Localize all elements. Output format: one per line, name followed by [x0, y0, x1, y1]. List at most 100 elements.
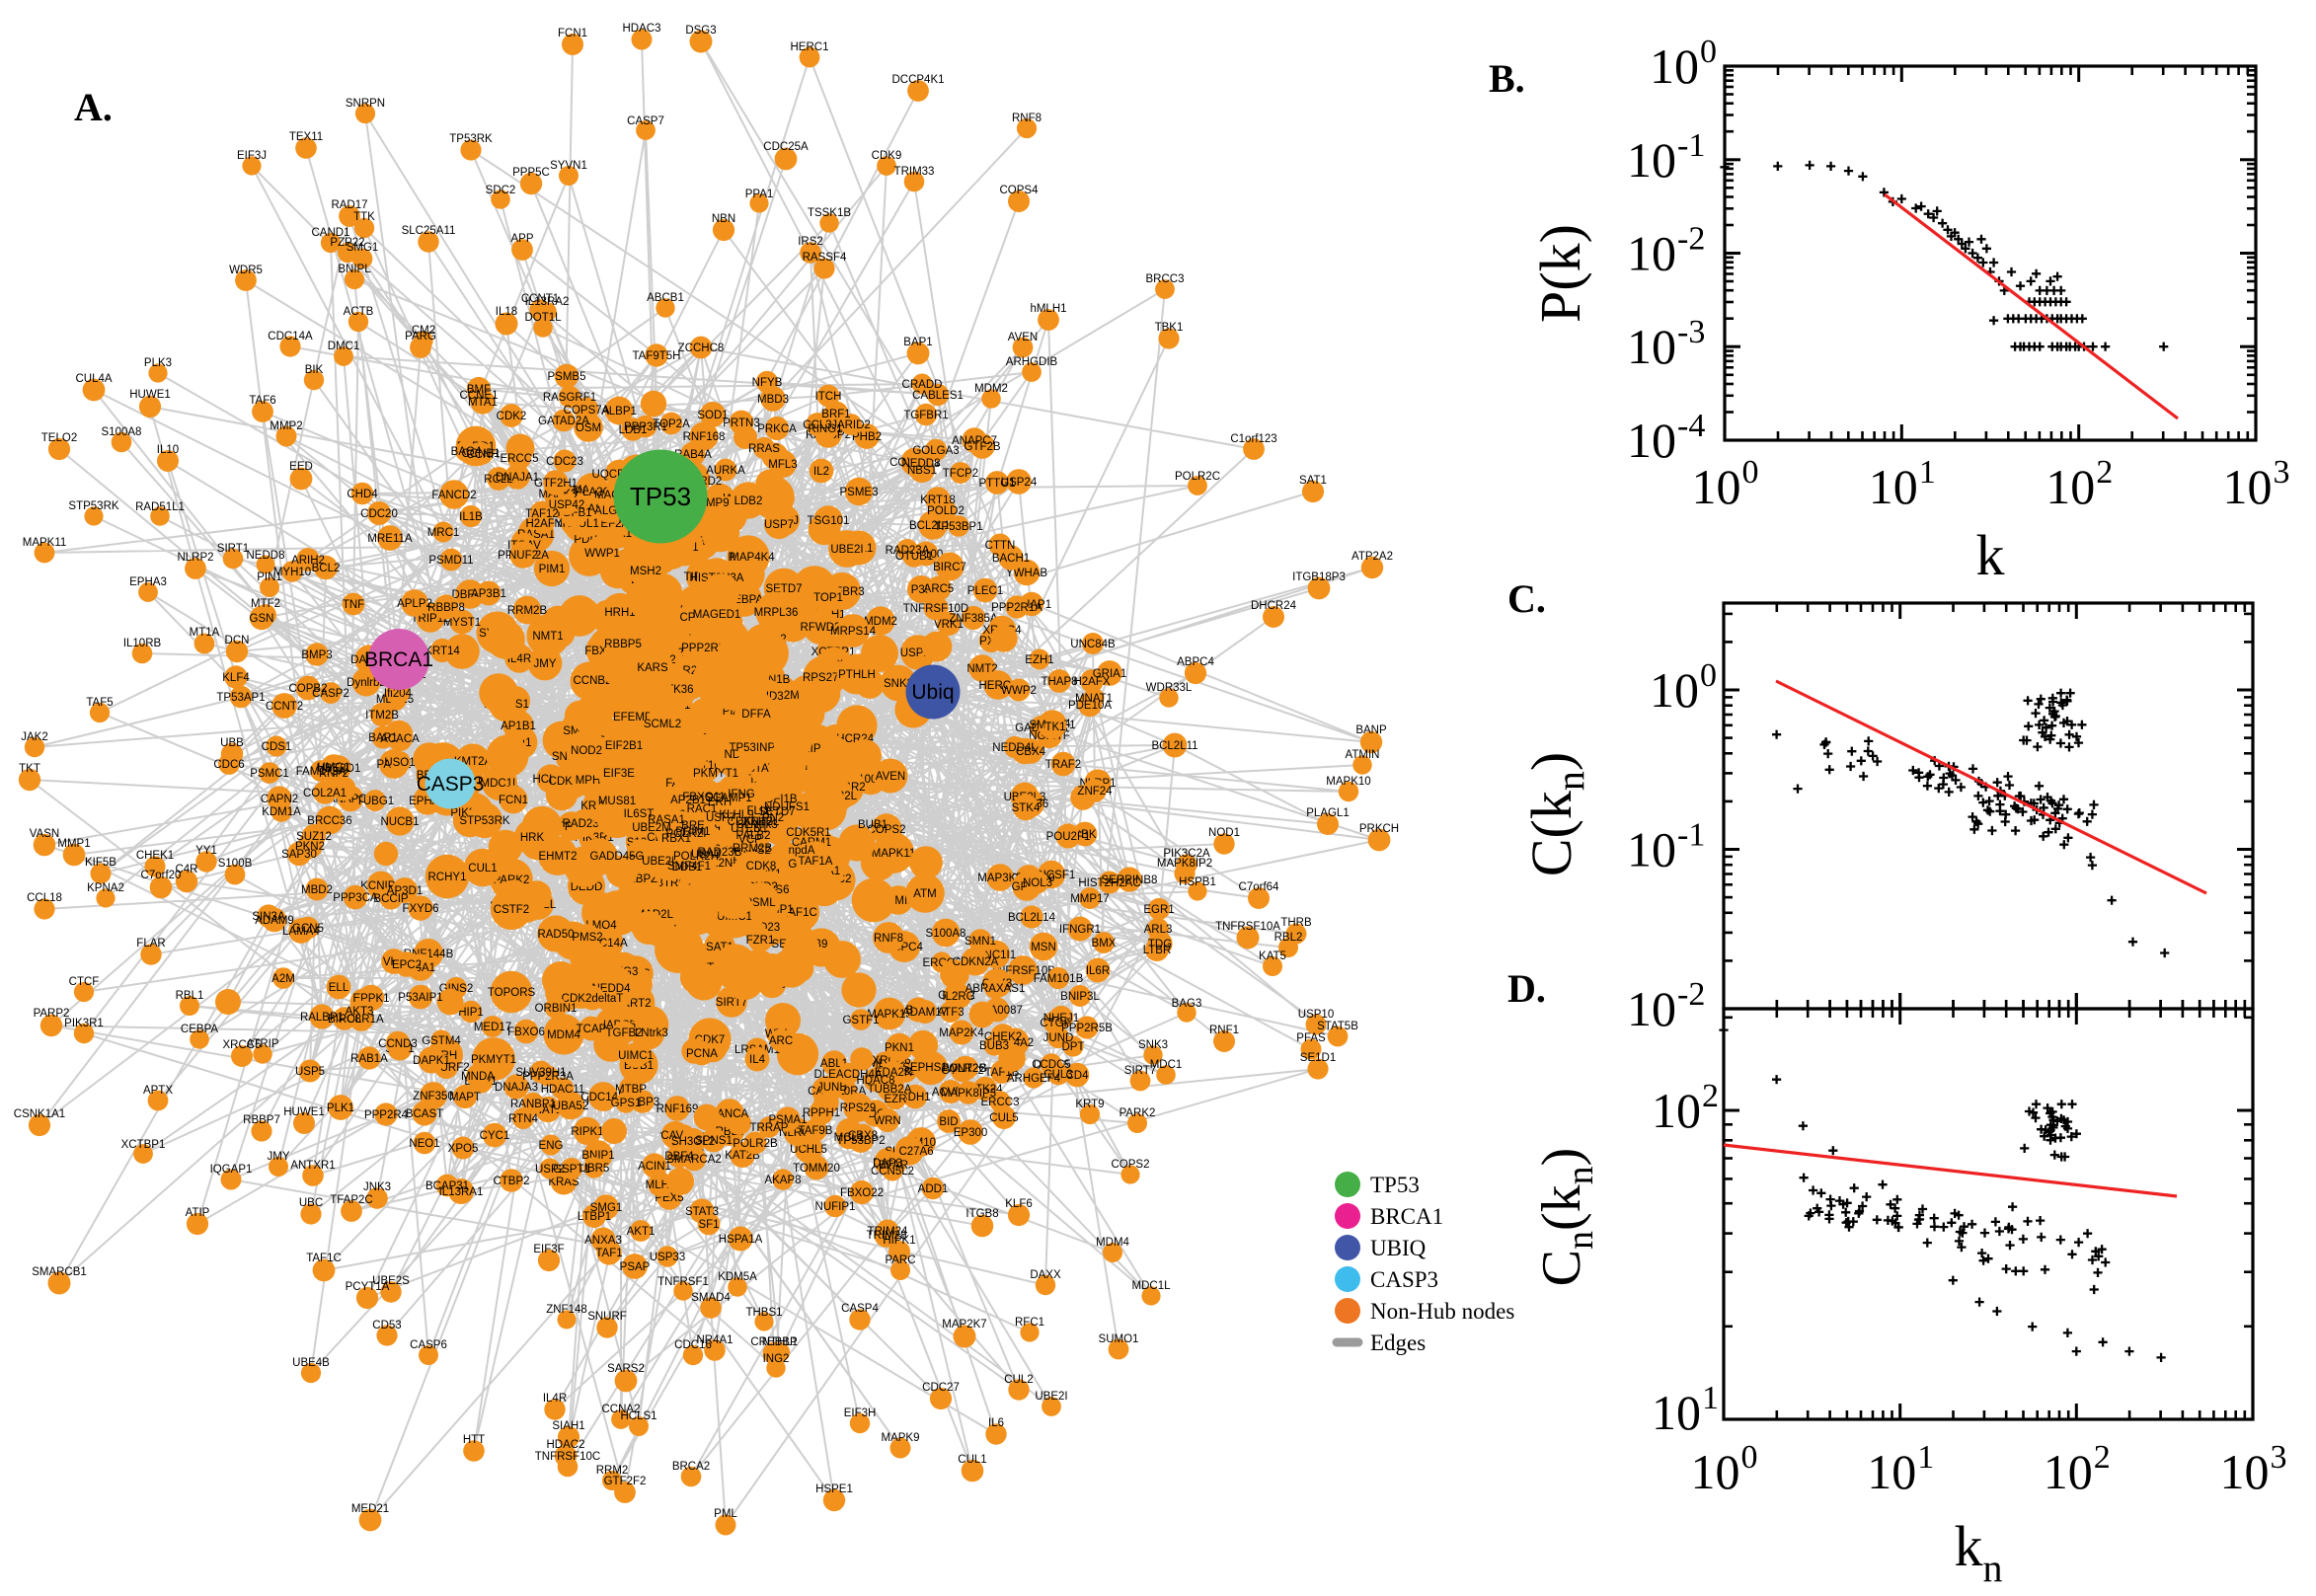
svg-text:PML: PML [714, 1508, 737, 1520]
svg-text:PN2: PN2 [762, 812, 784, 824]
svg-text:ITCH: ITCH [815, 391, 842, 403]
svg-text:PPA1: PPA1 [745, 189, 774, 200]
svg-text:GTF2H1: GTF2H1 [534, 478, 578, 490]
svg-text:UBA3: UBA3 [691, 849, 721, 861]
svg-text:1: 1 [1919, 454, 1936, 491]
svg-text:SIRT7: SIRT7 [1124, 1065, 1156, 1077]
svg-text:CASP7: CASP7 [627, 115, 664, 127]
svg-text:NOD1: NOD1 [1208, 827, 1240, 839]
svg-text:FBXO6: FBXO6 [507, 1026, 545, 1038]
svg-text:TTK: TTK [353, 211, 375, 223]
svg-text:SF1: SF1 [698, 1219, 719, 1231]
svg-text:PSMB5: PSMB5 [548, 371, 586, 383]
svg-text:-2: -2 [1677, 221, 1705, 258]
svg-text:HSPE1: HSPE1 [815, 1483, 853, 1495]
svg-text:RIPK1: RIPK1 [571, 1126, 603, 1138]
svg-text:NEO1: NEO1 [409, 1138, 439, 1150]
svg-text:SLNtrk3: SLNtrk3 [627, 1027, 668, 1039]
svg-text:BNIPL: BNIPL [338, 264, 371, 275]
svg-text:0: 0 [1700, 657, 1717, 694]
svg-text:NEDD8: NEDD8 [902, 458, 941, 470]
svg-text:TNFRSF10A: TNFRSF10A [1215, 921, 1280, 933]
svg-text:A2M: A2M [271, 973, 295, 985]
svg-text:PLEC1: PLEC1 [967, 585, 1003, 597]
svg-text:TP53RK: TP53RK [449, 133, 493, 145]
svg-text:TUBG1: TUBG1 [356, 796, 394, 807]
svg-text:PPP2R5B: PPP2R5B [1061, 1023, 1113, 1034]
svg-text:BFAR: BFAR [879, 1160, 908, 1172]
svg-text:D.: D. [1507, 966, 1546, 1011]
svg-text:TP53: TP53 [630, 482, 691, 511]
svg-text:UCHL5: UCHL5 [790, 1144, 827, 1156]
svg-text:EIF3E: EIF3E [603, 768, 635, 780]
svg-text:PIM1: PIM1 [539, 564, 566, 575]
svg-text:MSN: MSN [1031, 942, 1056, 953]
svg-text:KARS: KARS [637, 662, 668, 674]
svg-text:MAP3K5: MAP3K5 [977, 873, 1022, 884]
svg-text:MAP4K4: MAP4K4 [730, 552, 775, 564]
svg-text:-2: -2 [1677, 976, 1705, 1013]
svg-text:CEBPA: CEBPA [181, 1024, 218, 1035]
svg-text:k: k [1976, 523, 2005, 587]
svg-text:npdA: npdA [789, 845, 815, 857]
svg-text:CUL1: CUL1 [958, 1454, 986, 1466]
svg-text:UBB: UBB [220, 737, 244, 749]
svg-text:BCAP31: BCAP31 [425, 1180, 469, 1192]
svg-text:SIRT7: SIRT7 [716, 997, 747, 1009]
svg-text:TCAP: TCAP [577, 1024, 607, 1035]
svg-text:FZR1: FZR1 [746, 935, 775, 947]
svg-text:BRCA1: BRCA1 [364, 648, 433, 671]
svg-text:MRE11A: MRE11A [367, 533, 412, 545]
svg-text:MMP17: MMP17 [1070, 893, 1110, 905]
svg-text:EPC2: EPC2 [392, 959, 422, 971]
svg-text:CHD4: CHD4 [347, 489, 378, 500]
svg-text:USP5: USP5 [295, 1066, 325, 1078]
svg-text:CTTN: CTTN [985, 540, 1016, 552]
svg-text:C1orf123: C1orf123 [1230, 433, 1276, 445]
svg-text:IL6: IL6 [988, 1417, 1004, 1429]
svg-text:FLAR: FLAR [136, 938, 165, 950]
svg-text:KIF5B: KIF5B [85, 857, 116, 869]
svg-text:JAK2: JAK2 [21, 731, 48, 743]
svg-text:CDS1: CDS1 [262, 741, 292, 753]
svg-text:10: 10 [1691, 1444, 1740, 1499]
svg-text:SARS2: SARS2 [607, 1363, 645, 1375]
svg-text:EZH1: EZH1 [1025, 654, 1053, 666]
svg-text:ARHGDIB: ARHGDIB [1006, 356, 1058, 368]
svg-text:NOD2: NOD2 [571, 745, 602, 757]
svg-text:TGFBR1: TGFBR1 [903, 410, 948, 421]
svg-text:BAG3: BAG3 [1172, 998, 1202, 1010]
svg-text:EIF2B1: EIF2B1 [605, 740, 643, 752]
svg-text:10: 10 [1627, 132, 1676, 188]
svg-text:RBBP7: RBBP7 [243, 1114, 280, 1126]
svg-text:BCL2L10: BCL2L10 [909, 520, 957, 532]
svg-text:SNURF: SNURF [587, 1311, 627, 1323]
svg-text:KLF4: KLF4 [222, 672, 250, 684]
svg-text:SMAD4: SMAD4 [691, 1292, 731, 1304]
svg-text:LTBR: LTBR [1143, 945, 1172, 956]
svg-text:ATMIN: ATMIN [1346, 749, 1380, 761]
svg-text:UBE2D1: UBE2D1 [317, 763, 361, 775]
svg-text:KAT5: KAT5 [1259, 950, 1286, 962]
svg-text:CDK8: CDK8 [746, 861, 777, 873]
svg-text:FANCA: FANCA [711, 1108, 749, 1120]
svg-text:THAP8: THAP8 [1041, 676, 1077, 688]
svg-text:ING2: ING2 [763, 1353, 790, 1365]
svg-text:THBS1: THBS1 [745, 1307, 782, 1319]
svg-text:EPHA3: EPHA3 [129, 576, 167, 588]
svg-text:10: 10 [1652, 1083, 1701, 1138]
svg-text:EIF3J: EIF3J [237, 150, 267, 162]
svg-text:PTHLH: PTHLH [838, 669, 876, 681]
svg-text:PLK3: PLK3 [144, 357, 172, 369]
svg-text:PIK3C2A: PIK3C2A [1163, 848, 1210, 860]
svg-text:RNF8: RNF8 [1012, 113, 1042, 124]
svg-text:RAD50: RAD50 [537, 929, 574, 941]
svg-text:ITM2B: ITM2B [365, 710, 399, 722]
svg-text:TSG101: TSG101 [808, 515, 850, 527]
svg-text:WDR5: WDR5 [229, 265, 263, 276]
svg-text:WWP2: WWP2 [1001, 685, 1037, 697]
svg-text:ACTB: ACTB [344, 306, 374, 318]
svg-text:IL1B: IL1B [459, 511, 483, 523]
svg-text:10: 10 [2044, 1444, 2093, 1499]
svg-text:FXYD6: FXYD6 [402, 903, 438, 915]
